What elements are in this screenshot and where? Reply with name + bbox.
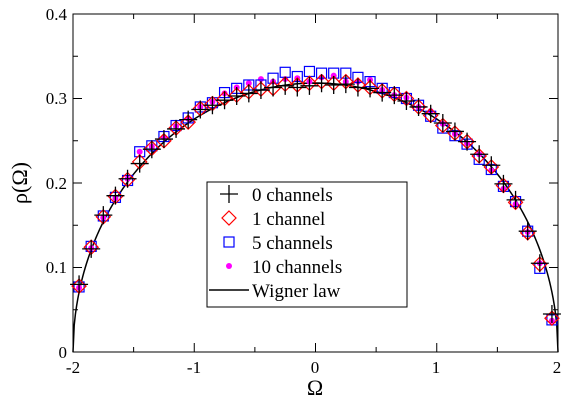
data-point-plus xyxy=(203,96,222,115)
data-point-plus xyxy=(530,254,549,273)
data-point-plus xyxy=(179,110,198,129)
legend-label-wigner-law: Wigner law xyxy=(252,281,341,302)
y-tick-label: 0.3 xyxy=(46,89,67,108)
data-point-plus xyxy=(312,74,331,93)
data-point-plus xyxy=(385,86,404,105)
data-point-plus xyxy=(482,156,501,175)
data-point-plus xyxy=(445,122,464,141)
data-point-plus xyxy=(191,100,210,119)
legend-symbols xyxy=(209,185,249,291)
data-point-plus xyxy=(130,154,149,173)
data-point-plus xyxy=(82,239,101,258)
legend-symbol-square xyxy=(223,236,235,248)
y-tick-label: 0.1 xyxy=(46,258,67,277)
x-axis-title: Ω xyxy=(307,375,323,399)
data-point-plus xyxy=(421,104,440,123)
data-point-plus xyxy=(251,81,270,100)
data-point-plus xyxy=(433,114,452,133)
data-point-diamond xyxy=(544,310,560,327)
data-point-plus xyxy=(276,76,295,95)
data-point-square xyxy=(279,66,291,78)
data-point-plus xyxy=(458,132,477,151)
x-tick-label: -1 xyxy=(187,358,201,377)
data-point-dot xyxy=(136,148,143,155)
data-point-plus xyxy=(167,119,186,138)
legend-label-1-channel: 1 channel xyxy=(252,209,325,230)
data-point-plus xyxy=(542,304,561,323)
data-point-plus xyxy=(373,83,392,102)
data-point-plus xyxy=(118,169,137,188)
data-markers xyxy=(70,65,561,327)
data-point-plus xyxy=(324,75,343,94)
data-point-plus xyxy=(142,140,161,159)
data-point-square xyxy=(303,65,316,78)
legend-symbol-plus xyxy=(220,185,238,203)
legend-symbol-dot xyxy=(226,263,232,269)
legend: 0 channels 1 channel 5 channels 10 chann… xyxy=(206,181,408,308)
legend-label-5-channels: 5 channels xyxy=(252,233,333,254)
x-tick-labels: -2 -1 0 1 2 xyxy=(66,358,561,377)
data-point-plus xyxy=(494,174,513,193)
legend-label-0-channels: 0 channels xyxy=(252,185,333,206)
x-tick-label: 2 xyxy=(553,358,562,377)
data-point-plus xyxy=(300,76,319,95)
y-tick-label: 0 xyxy=(59,343,68,362)
x-tick-label: -2 xyxy=(66,358,80,377)
data-point-plus xyxy=(215,91,234,110)
data-point-plus xyxy=(409,97,428,116)
data-point-plus xyxy=(397,92,416,111)
y-tick-labels: 0 0.1 0.2 0.3 0.4 xyxy=(46,5,68,362)
data-point-plus xyxy=(518,222,537,241)
x-tick-label: 0 xyxy=(311,358,320,377)
data-point-plus xyxy=(94,206,113,225)
data-point-dot xyxy=(245,80,252,87)
data-point-plus xyxy=(336,75,355,94)
data-point-plus xyxy=(154,130,173,149)
y-axis-title: ρ(Ω) xyxy=(7,162,32,204)
y-tick-label: 0.2 xyxy=(46,174,67,193)
plot-area xyxy=(70,13,561,353)
data-point-plus xyxy=(227,86,246,105)
data-point-plus xyxy=(239,84,258,103)
x-tick-label: 1 xyxy=(432,358,441,377)
data-point-plus xyxy=(288,78,307,97)
data-point-plus xyxy=(361,79,380,98)
data-point-plus xyxy=(506,190,525,209)
legend-symbol-diamond xyxy=(221,210,237,226)
y-tick-label: 0.4 xyxy=(46,5,68,24)
data-point-plus xyxy=(106,186,125,205)
data-point-plus xyxy=(264,78,283,97)
data-point-plus xyxy=(70,275,89,294)
legend-box xyxy=(206,181,408,308)
data-point-plus xyxy=(348,78,367,97)
data-point-plus xyxy=(470,145,489,164)
legend-label-10-channels: 10 channels xyxy=(252,257,342,278)
